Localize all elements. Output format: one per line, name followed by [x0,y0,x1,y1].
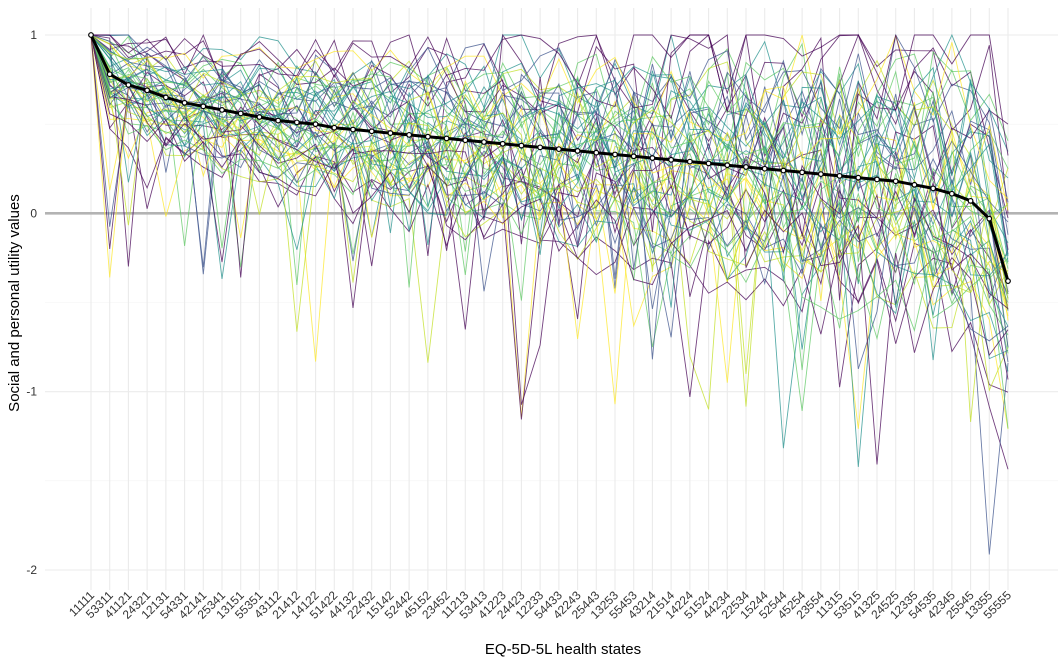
individual-series-line [90,34,1009,285]
individual-series-line [90,34,1009,360]
mean-series-point [368,128,375,135]
mean-series-point [836,172,843,179]
individual-series-line [90,33,1009,278]
mean-series-point [406,131,413,138]
mean-series-point [593,149,600,156]
individual-series-line [90,34,1009,361]
mean-series-point [88,32,94,38]
y-axis-title: Social and personal utility values [6,194,23,412]
individual-series-line [90,34,1009,465]
mean-series-point [874,176,880,183]
x-axis-ticks: 1111153311411212432112131543314214125341… [66,588,1014,622]
individual-series-line [90,34,1009,292]
mean-series-point [668,156,675,163]
mean-series-point [612,151,618,158]
mean-series-point [855,174,862,181]
individual-series-line [90,34,1009,308]
mean-series-point [780,167,787,174]
individual-series-line [90,34,1009,332]
individual-series-line [90,34,1009,321]
mean-series-point [443,135,450,142]
individual-series-line [90,34,1009,310]
mean-series-point [499,140,506,147]
mean-series-point [948,190,955,197]
individual-series-line [90,34,1009,244]
y-tick-label: -1 [26,385,37,399]
mean-series-point [144,87,151,94]
individual-series-line [90,34,1009,429]
individual-series-line [90,34,1009,340]
mean-series-point [724,162,731,169]
y-tick-label: -2 [26,563,37,577]
individual-series-line [90,34,1009,306]
mean-series-point [649,155,656,161]
individual-series-line [91,33,1009,235]
mean-series-point [293,119,300,126]
individual-series-line [91,33,1009,301]
individual-series-line [90,34,1009,309]
x-axis-title: EQ-5D-5L health states [485,641,641,658]
mean-series-point [106,71,113,78]
mean-series-point [462,137,469,144]
mean-series-point [387,130,394,136]
mean-series-line [89,34,1010,282]
mean-series-point [986,215,993,222]
individual-series-line [90,34,1009,423]
individual-series-line [90,34,1009,392]
mean-series-point [1005,278,1011,285]
mean-series-point [219,106,225,113]
mean-series-point [181,99,188,106]
mean-series-point [892,178,899,185]
mean-series-point [743,164,749,170]
mean-series-point [162,94,169,101]
individual-series-line [90,34,1009,363]
individual-series-line [90,34,1009,267]
individual-series-line [90,33,1009,179]
y-tick-label: 1 [30,28,37,42]
mean-series-point [911,181,918,188]
individual-series-line [91,34,1009,156]
y-tick-label: 0 [30,206,37,220]
mean-series-point [256,114,263,120]
mean-series-point [518,142,525,149]
individual-series-line [90,34,1009,281]
mean-series-point [761,165,768,172]
mean-series-point [331,124,338,131]
mean-series-point [481,139,487,145]
mean-series-point [686,158,693,165]
y-axis-ticks: 1 0 -1 -2 [26,28,37,577]
mean-series-point [574,148,581,154]
mean-series-point [350,126,356,133]
mean-series-point [705,160,712,167]
individual-series-line [90,34,1009,295]
mean-series-point [967,197,974,204]
mean-series-point [312,121,319,128]
mean-series-point [817,171,824,178]
individual-series-line [90,34,1009,211]
mean-series-point [275,117,282,124]
mean-series-point [799,169,806,176]
individual-series-lines [90,33,1009,555]
individual-series-line [90,34,1009,405]
mean-series-point [555,146,562,153]
mean-series-point [424,133,431,140]
mean-series-point [125,82,132,88]
mean-series-point [200,103,207,110]
mean-series-point [630,153,637,160]
individual-series-line [90,34,1009,371]
mean-series-point [237,110,244,117]
mean-series [88,32,1011,285]
mean-series-point [537,144,544,151]
individual-series-line [90,34,1009,342]
mean-series-point [930,185,937,192]
